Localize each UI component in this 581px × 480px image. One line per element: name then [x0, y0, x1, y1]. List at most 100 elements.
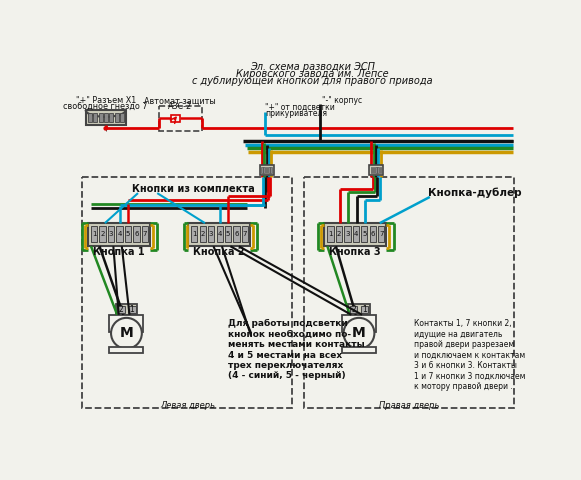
Text: Эл. схема разводки ЭСП: Эл. схема разводки ЭСП — [250, 62, 375, 72]
Bar — [108, 226, 114, 241]
Text: 7: 7 — [379, 231, 383, 237]
Text: "+" от подсветки: "+" от подсветки — [265, 103, 335, 112]
Text: 1: 1 — [192, 231, 196, 237]
Bar — [225, 226, 231, 241]
Text: М: М — [352, 326, 366, 340]
Text: 7: 7 — [243, 231, 248, 237]
Bar — [361, 306, 368, 313]
Bar — [324, 223, 386, 246]
Bar — [109, 315, 144, 332]
Bar — [159, 106, 202, 131]
Bar — [128, 306, 136, 313]
Text: 2: 2 — [200, 231, 205, 237]
Bar — [270, 167, 272, 173]
Bar — [370, 226, 376, 241]
Bar — [91, 226, 97, 241]
Bar — [134, 226, 139, 241]
Text: Левая дверь: Левая дверь — [160, 401, 215, 410]
Text: М: М — [120, 326, 133, 340]
Text: Кировского завода им. Лепсе: Кировского завода им. Лепсе — [236, 69, 389, 79]
Bar — [342, 347, 376, 353]
Bar — [328, 226, 333, 241]
Bar — [99, 226, 106, 241]
Text: Правая дверь: Правая дверь — [379, 401, 439, 410]
Text: 2: 2 — [337, 231, 341, 237]
Bar — [345, 226, 350, 241]
Bar — [264, 167, 265, 173]
Bar — [85, 110, 125, 125]
Bar — [109, 347, 144, 353]
Text: с дублирующей кнопкой для правого привода: с дублирующей кнопкой для правого привод… — [192, 76, 433, 86]
Bar — [104, 113, 108, 121]
Bar — [350, 306, 357, 313]
Bar — [369, 166, 383, 175]
Bar — [380, 167, 381, 173]
Bar — [115, 113, 119, 121]
Bar — [88, 113, 92, 121]
Text: 1: 1 — [130, 305, 134, 314]
Bar — [303, 177, 514, 408]
Text: "+" Разъем Х1: "+" Разъем Х1 — [76, 96, 136, 105]
Bar — [242, 226, 248, 241]
Bar — [378, 226, 385, 241]
Text: 4: 4 — [117, 231, 121, 237]
Bar — [266, 167, 267, 173]
Text: 1: 1 — [92, 231, 96, 237]
Text: 1: 1 — [362, 305, 367, 314]
Bar — [371, 167, 372, 173]
Bar — [171, 115, 180, 122]
Bar — [116, 304, 137, 315]
Bar — [200, 226, 206, 241]
Bar — [375, 167, 376, 173]
Text: 1: 1 — [328, 231, 333, 237]
Text: 5: 5 — [362, 231, 367, 237]
Text: 6: 6 — [134, 231, 139, 237]
Text: 2: 2 — [351, 305, 356, 314]
Text: 6: 6 — [371, 231, 375, 237]
Text: Кнопка 2: Кнопка 2 — [193, 247, 245, 257]
Text: Кнопка 3: Кнопка 3 — [329, 247, 381, 257]
Text: 5: 5 — [226, 231, 230, 237]
Circle shape — [104, 127, 107, 130]
Bar — [261, 167, 263, 173]
Text: Контакты 1, 7 кнопки 2,
идущие на двигатель
правой двери разрезаем
и подключаем : Контакты 1, 7 кнопки 2, идущие на двигат… — [414, 319, 526, 391]
Bar — [88, 223, 149, 246]
Bar — [82, 177, 292, 408]
Bar — [348, 304, 370, 315]
Text: 2: 2 — [101, 231, 105, 237]
Bar — [142, 226, 148, 241]
Bar — [373, 167, 374, 173]
Circle shape — [343, 318, 374, 348]
Text: "-" корпус: "-" корпус — [322, 96, 362, 105]
Text: 4: 4 — [354, 231, 358, 237]
Bar — [336, 226, 342, 241]
Text: 3: 3 — [109, 231, 113, 237]
Text: Автомат защиты: Автомат защиты — [145, 97, 216, 106]
Text: Кнопка-дублер: Кнопка-дублер — [428, 187, 522, 198]
Text: 3: 3 — [209, 231, 213, 237]
Bar — [268, 167, 270, 173]
Text: Кнопки из комплекта: Кнопки из комплекта — [132, 183, 254, 193]
Bar — [353, 226, 359, 241]
Text: АЗС-2: АЗС-2 — [168, 102, 192, 110]
Bar — [94, 113, 97, 121]
Bar — [117, 306, 125, 313]
Bar — [217, 226, 223, 241]
Text: Для работы подсветки
кнопок необходимо по-
менять местами контакты
4 и 5 местами: Для работы подсветки кнопок необходимо п… — [228, 319, 365, 381]
Text: 4: 4 — [217, 231, 222, 237]
Circle shape — [111, 318, 142, 348]
Bar — [342, 315, 376, 332]
Text: 3: 3 — [345, 231, 350, 237]
Text: 7: 7 — [143, 231, 147, 237]
Bar — [99, 113, 103, 121]
Text: прикуривателя: прикуривателя — [265, 108, 327, 118]
Bar — [378, 167, 379, 173]
Text: 2: 2 — [119, 305, 123, 314]
Bar — [234, 226, 239, 241]
Bar — [116, 226, 123, 241]
Bar — [208, 226, 214, 241]
Bar — [361, 226, 367, 241]
Bar — [191, 226, 198, 241]
Bar — [188, 223, 250, 246]
Bar — [260, 166, 274, 175]
